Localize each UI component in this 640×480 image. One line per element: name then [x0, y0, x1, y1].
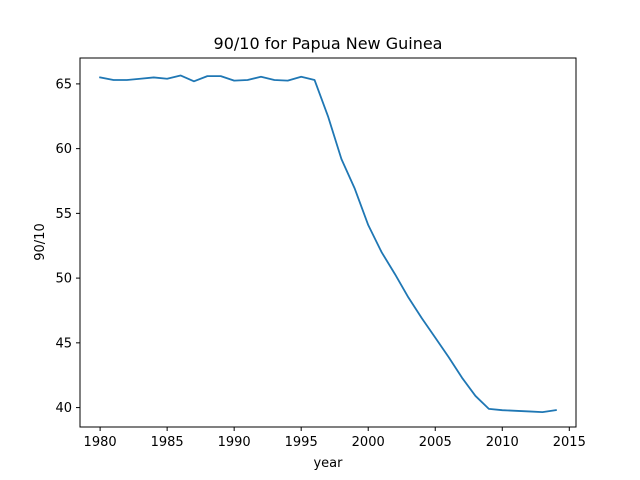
y-tick-label: 40	[55, 401, 72, 416]
x-tick-label: 2000	[352, 435, 385, 450]
x-tick-label: 2005	[419, 435, 452, 450]
x-tick-label: 1980	[84, 435, 117, 450]
plot-area	[79, 57, 577, 428]
x-tick-label: 1995	[285, 435, 318, 450]
y-tick-label: 60	[55, 142, 72, 157]
y-axis-label: 90/10	[33, 223, 48, 260]
chart-title: 90/10 for Papua New Guinea	[214, 34, 443, 53]
y-tick-label: 65	[55, 77, 72, 92]
x-tick-label: 1990	[218, 435, 251, 450]
x-axis-label: year	[313, 456, 343, 471]
series-line	[99, 74, 557, 414]
y-tick-label: 50	[55, 272, 72, 287]
axes-frame	[79, 57, 577, 428]
x-tick-label: 1985	[151, 435, 184, 450]
y-tick-label: 45	[55, 336, 72, 351]
y-axis: 40 45 50 55 60 65	[55, 77, 80, 416]
x-axis: 1980 1985 1990 1995 2000 2005 2010 2015	[84, 427, 586, 450]
x-tick-label: 2010	[486, 435, 519, 450]
y-tick-label: 55	[55, 207, 72, 222]
x-tick-label: 2015	[553, 435, 586, 450]
